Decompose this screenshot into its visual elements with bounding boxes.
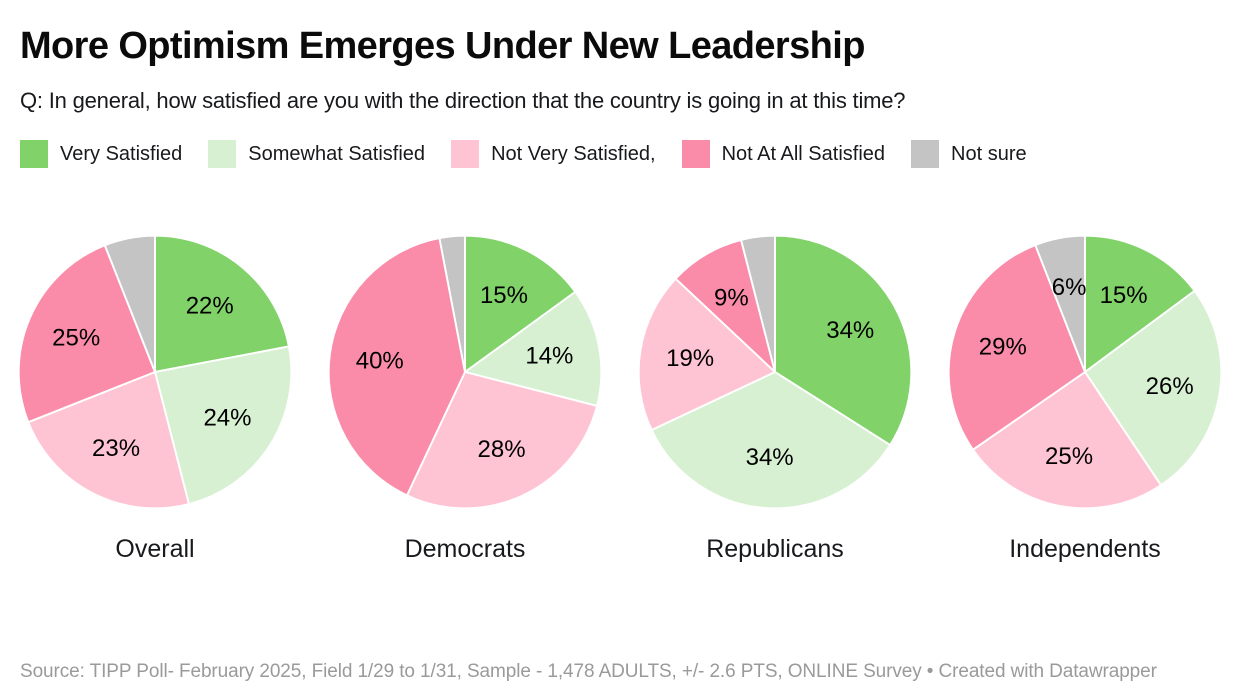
legend-item-not-at-all-satisfied: Not At All Satisfied <box>681 140 886 169</box>
legend-item-somewhat-satisfied: Somewhat Satisfied <box>208 140 426 169</box>
pie-slice-not-sure <box>740 234 776 374</box>
footer-source: Source: TIPP Poll- February 2025, Field … <box>20 661 1157 682</box>
pie-value-label-somewhat-satisfied: 14% <box>525 342 573 369</box>
pie-chart-independents: 15% 26% 25% 29% 6% Independents <box>930 228 1240 564</box>
legend: Very Satisfied Somewhat Satisfied Not Very… <box>0 140 1240 169</box>
pie-slice-very-satisfied <box>1084 234 1196 374</box>
pie-value-label-very-satisfied: 15% <box>1100 282 1148 309</box>
legend-item-not-very-satisfied: Not Very Satisfied, <box>451 140 656 169</box>
pie-value-label-not-at-all-satisfied: 25% <box>52 324 100 351</box>
pie-slice-very-satisfied <box>464 234 577 374</box>
legend-label: Not sure <box>951 142 1027 165</box>
pie-slice-not-very-satisfied <box>27 371 190 510</box>
chart-subtitle: Q: In general, how satisfied are you wit… <box>20 88 906 114</box>
pie-value-label-not-at-all-satisfied: 9% <box>714 285 749 312</box>
pie-chart-democrats: 15% 14% 28% 40% Democrats <box>310 228 620 564</box>
pie-value-label-not-very-satisfied: 23% <box>92 435 140 462</box>
legend-swatch <box>911 140 940 169</box>
pie-value-label-somewhat-satisfied: 26% <box>1146 373 1194 400</box>
pie-slice-not-at-all-satisfied <box>947 244 1086 451</box>
pie-title-democrats: Democrats <box>404 535 526 564</box>
pie-slice-not-very-satisfied <box>972 371 1162 510</box>
pie-charts-row: 22% 24% 23% 25% Overall 15% 14% 28% 40% Democrats… <box>0 228 1240 564</box>
pie-value-label-very-satisfied: 22% <box>186 292 234 319</box>
pie-slice-somewhat-satisfied <box>650 371 892 510</box>
pie-slice-somewhat-satisfied <box>154 345 293 506</box>
pie-value-label-not-very-satisfied: 28% <box>478 436 526 463</box>
legend-label: Not Very Satisfied, <box>491 142 656 165</box>
pie-value-label-very-satisfied: 15% <box>480 282 528 309</box>
legend-swatch <box>208 140 237 169</box>
pie-value-label-not-sure: 6% <box>1052 274 1087 301</box>
pie-slice-not-at-all-satisfied <box>327 237 466 497</box>
pie-slice-not-at-all-satisfied <box>17 244 156 424</box>
chart-title: More Optimism Emerges Under New Leadersh… <box>20 25 865 67</box>
pie-independents-svg: 15% 26% 25% 29% 6% <box>947 234 1223 510</box>
pie-value-label-not-very-satisfied: 25% <box>1045 443 1093 470</box>
legend-item-not-sure: Not sure <box>911 140 1027 169</box>
pie-value-label-very-satisfied: 34% <box>826 317 874 344</box>
pie-slice-not-sure <box>438 234 466 374</box>
pie-slice-very-satisfied <box>154 234 290 374</box>
pie-democrats-svg: 15% 14% 28% 40% <box>327 234 603 510</box>
pie-value-label-not-at-all-satisfied: 29% <box>979 334 1027 361</box>
pie-slice-not-very-satisfied <box>637 277 776 432</box>
pie-title-independents: Independents <box>1009 535 1161 564</box>
legend-label: Somewhat Satisfied <box>248 142 426 165</box>
pie-value-label-somewhat-satisfied: 24% <box>203 405 251 432</box>
pie-chart-overall: 22% 24% 23% 25% Overall <box>0 228 310 564</box>
chart-header: More Optimism Emerges Under New Leadersh… <box>0 0 1240 114</box>
legend-item-very-satisfied: Very Satisfied <box>20 140 183 169</box>
pie-chart-republicans: 34% 34% 19% 9% Republicans <box>620 228 930 564</box>
pie-overall-svg: 22% 24% 23% 25% <box>17 234 293 510</box>
legend-swatch <box>20 140 48 169</box>
pie-title-republicans: Republicans <box>706 535 844 564</box>
pie-slice-not-very-satisfied <box>405 371 598 510</box>
pie-republicans-svg: 34% 34% 19% 9% <box>637 234 913 510</box>
legend-swatch <box>681 140 710 169</box>
pie-value-label-somewhat-satisfied: 34% <box>746 444 794 471</box>
legend-label: Very Satisfied <box>60 142 183 165</box>
pie-slice-not-sure <box>1034 234 1086 374</box>
pie-slice-somewhat-satisfied <box>464 290 603 407</box>
pie-title-overall: Overall <box>115 535 195 564</box>
legend-label: Not At All Satisfied <box>721 142 886 165</box>
pie-slice-somewhat-satisfied <box>1084 289 1223 487</box>
pie-value-label-not-at-all-satisfied: 40% <box>356 348 404 375</box>
pie-value-label-not-very-satisfied: 19% <box>666 345 714 372</box>
legend-swatch <box>451 140 480 169</box>
pie-slice-not-sure <box>103 234 156 374</box>
